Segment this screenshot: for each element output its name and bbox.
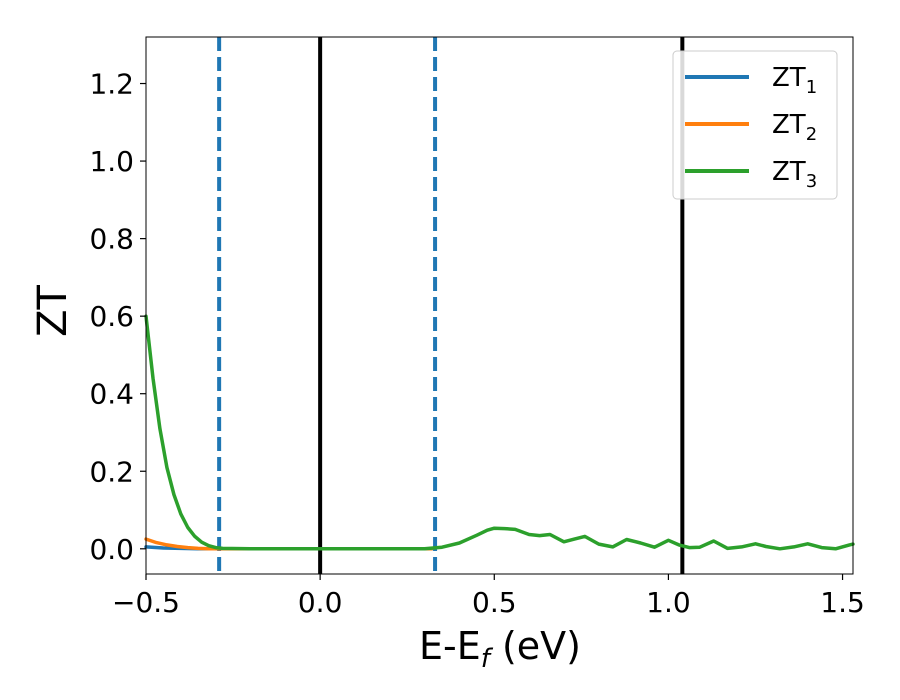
x-axis-label-base: E-E: [419, 624, 481, 668]
x-tick-label: 1.0: [646, 586, 691, 619]
legend-label-subscript: 3: [806, 171, 817, 192]
legend-label-subscript: 1: [806, 77, 817, 98]
legend-label: ZT2: [772, 110, 817, 145]
y-tick-label: 0.4: [89, 378, 134, 411]
x-tick-label: 0.5: [472, 586, 517, 619]
y-axis-label: ZT: [30, 285, 76, 337]
y-tick-label: 0.6: [89, 300, 134, 333]
axis-ticks: −0.5 0.0 0.5 1.0 1.5 0.0 0.2 0.4 0.6 0.8 1.0 1.2: [89, 68, 864, 619]
x-tick-label: 1.5: [820, 586, 865, 619]
y-tick-label: 1.0: [89, 145, 134, 178]
legend-label-base: ZT: [772, 110, 806, 140]
series-line-zt3: [144, 314, 855, 551]
y-tick-label: 1.2: [89, 68, 134, 101]
plot-frame: [145, 36, 854, 575]
x-tick-label: 0.0: [298, 586, 343, 619]
y-tick-label: 0.8: [89, 223, 134, 256]
legend-label-subscript: 2: [806, 124, 817, 145]
x-axis-label: E-Ef (eV): [419, 624, 581, 674]
legend-label-base: ZT: [772, 63, 806, 93]
x-axis-label-unit: (eV): [490, 624, 581, 668]
legend-label: ZT1: [772, 63, 817, 98]
legend-box: [672, 50, 838, 200]
legend-label: ZT3: [772, 157, 817, 192]
legend-label-base: ZT: [772, 157, 806, 187]
x-tick-label: −0.5: [112, 586, 180, 619]
y-tick-label: 0.0: [89, 533, 134, 566]
y-tick-label: 0.2: [89, 455, 134, 488]
series-lines: [144, 314, 855, 551]
